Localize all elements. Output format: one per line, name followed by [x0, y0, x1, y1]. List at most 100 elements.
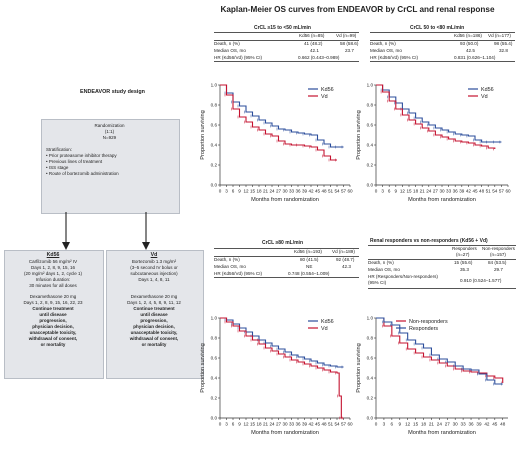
km-plot-crcl-50-80: 0.00.20.40.60.81.00 3 6 9 12 15 18 21 24 27 30 33 36… — [356, 83, 511, 203]
x-tick-label: 36 — [453, 189, 459, 194]
row-label: Median OS, mo — [368, 267, 400, 272]
x-tick-label: 39 — [302, 189, 308, 194]
x-tick-label: 3 — [381, 189, 384, 194]
x-tick-label: 0 — [219, 189, 222, 194]
y-tick-label: 0.0 — [211, 183, 218, 188]
x-tick-label: 6 — [388, 189, 391, 194]
x-tick-label: 42 — [484, 422, 490, 427]
x-tick-label: 27 — [276, 189, 282, 194]
legend-label: Vd — [321, 326, 328, 332]
x-tick-label: 12 — [243, 189, 249, 194]
x-tick-label: 60 — [347, 189, 353, 194]
strat-item: • ISS stage — [46, 164, 69, 170]
x-tick-label: 18 — [421, 422, 427, 427]
km-curve-vd — [376, 84, 496, 149]
x-tick-label: 45 — [492, 422, 498, 427]
x-tick-label: 36 — [468, 422, 474, 427]
y-tick-label: 0.2 — [211, 396, 218, 401]
col-header: Responders — [452, 246, 477, 251]
cell: 35.3 — [460, 267, 469, 272]
x-tick-label: 54 — [334, 422, 340, 427]
x-tick-label: 18 — [413, 189, 419, 194]
y-tick-label: 0.2 — [367, 163, 374, 168]
x-axis-label: Months from randomization — [251, 430, 319, 436]
x-tick-label: 6 — [232, 422, 235, 427]
x-tick-label: 24 — [437, 422, 443, 427]
cell: 98 (55.4) — [494, 41, 513, 46]
x-tick-label: 3 — [225, 422, 228, 427]
x-tick-label: 51 — [328, 189, 334, 194]
x-tick-label: 42 — [308, 189, 314, 194]
table-title: CrCL 50 to <80 mL/min — [410, 25, 465, 31]
x-axis-label: Months from randomization — [408, 430, 476, 436]
x-tick-label: 0 — [219, 422, 222, 427]
row-label: HR (Kd56/Vd) (95% CI) — [214, 55, 262, 60]
km-curve-responders — [376, 317, 503, 385]
x-tick-label: 36 — [295, 189, 301, 194]
col-header: Kd56 (n=85) — [299, 33, 325, 38]
arrow-vd-icon — [142, 242, 150, 250]
x-tick-label: 9 — [395, 189, 398, 194]
x-tick-label: 48 — [500, 422, 506, 427]
y-tick-label: 0.0 — [211, 416, 218, 421]
y-axis-label: Proportion surviving — [356, 110, 362, 159]
y-tick-label: 1.0 — [367, 316, 374, 321]
y-axis-label: Proportion surviving — [200, 343, 206, 392]
kd56-arm-title: Kd56 — [46, 252, 60, 258]
x-tick-label: 54 — [492, 189, 498, 194]
x-tick-label: 30 — [282, 189, 288, 194]
legend-label: Vd — [321, 94, 328, 100]
cell: NE — [306, 264, 313, 269]
x-tick-label: 15 — [250, 422, 256, 427]
x-tick-label: 39 — [476, 422, 482, 427]
x-tick-label: 15 — [250, 189, 256, 194]
x-axis-label: Months from randomization — [251, 197, 319, 203]
cell: 0.748 (0.554–1.009) — [288, 271, 330, 276]
col-header: Kd56 (n=193) — [294, 249, 322, 254]
row-label: Death, n (%) — [214, 257, 240, 262]
x-tick-label: 0 — [375, 189, 378, 194]
x-tick-label: 54 — [334, 189, 340, 194]
x-tick-label: 6 — [391, 422, 394, 427]
x-tick-label: 30 — [439, 189, 445, 194]
x-tick-label: 45 — [315, 189, 321, 194]
x-tick-label: 24 — [269, 189, 275, 194]
x-tick-label: 15 — [406, 189, 412, 194]
row-label: Median OS, mo — [214, 48, 246, 53]
y-tick-label: 0.6 — [211, 356, 218, 361]
x-tick-label: 42 — [308, 422, 314, 427]
x-tick-label: 48 — [479, 189, 485, 194]
arrow-kd-icon — [62, 242, 70, 250]
cell: 41 (48.2) — [304, 41, 323, 46]
x-tick-label: 57 — [341, 422, 347, 427]
km-curve-vd — [220, 317, 344, 419]
y-tick-label: 0.8 — [211, 103, 218, 108]
figure-title: Kaplan-Meier OS curves from ENDEAVOR by … — [220, 5, 495, 14]
x-tick-label: 48 — [321, 422, 327, 427]
x-tick-label: 33 — [289, 422, 295, 427]
x-tick-label: 21 — [263, 189, 269, 194]
x-axis-label: Months from randomization — [408, 197, 476, 203]
x-tick-label: 27 — [276, 422, 282, 427]
x-tick-label: 33 — [461, 422, 467, 427]
y-tick-label: 0.4 — [367, 143, 374, 148]
cell: 23.7 — [345, 48, 354, 53]
x-tick-label: 12 — [400, 189, 406, 194]
row-label: Median OS, mo — [214, 264, 246, 269]
km-plot-crcl-15-50: 0.00.20.40.60.81.00 3 6 9 12 15 18 21 24 27 30 33 36… — [200, 83, 353, 203]
row-label: Death, n (%) — [368, 260, 394, 265]
x-tick-label: 6 — [232, 189, 235, 194]
col-header: Non-responders — [482, 246, 515, 251]
x-tick-label: 18 — [256, 189, 262, 194]
x-tick-label: 51 — [328, 422, 334, 427]
x-tick-label: 33 — [446, 189, 452, 194]
x-tick-label: 0 — [375, 422, 378, 427]
table-title: CrCL ≥80 mL/min — [262, 240, 303, 246]
x-tick-label: 57 — [341, 189, 347, 194]
cell: 58 (58.6) — [340, 41, 359, 46]
x-tick-label: 60 — [347, 422, 353, 427]
row-label: Median OS, mo — [370, 48, 402, 53]
x-tick-label: 21 — [420, 189, 426, 194]
stratification-block: Stratification: • Prior proteasome inhib… — [46, 147, 119, 177]
